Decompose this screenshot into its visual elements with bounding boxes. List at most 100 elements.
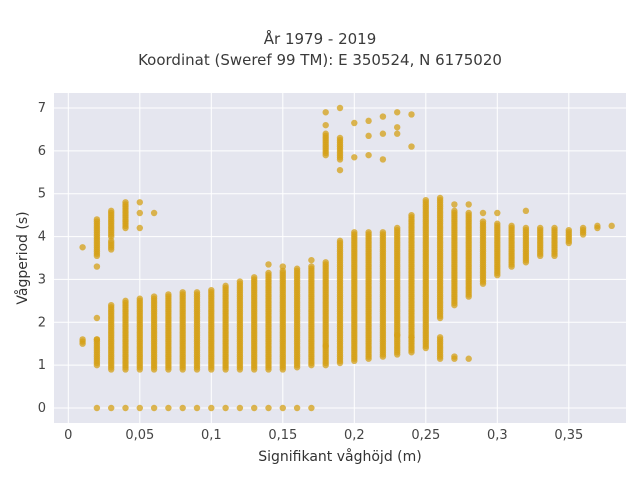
data-point: [165, 291, 172, 298]
x-tick-label: 0,1: [201, 428, 222, 443]
y-tick-label: 6: [38, 144, 46, 159]
data-point: [208, 404, 215, 412]
x-tick-label: 0: [64, 428, 72, 443]
data-point: [608, 222, 615, 230]
data-point: [308, 263, 315, 270]
data-point: [265, 404, 272, 412]
data-point: [351, 119, 358, 127]
data-point: [465, 209, 472, 217]
x-tick-label: 0,3: [487, 428, 508, 443]
data-point: [351, 229, 358, 236]
data-point: [208, 286, 215, 294]
data-point: [293, 404, 301, 412]
data-point: [465, 355, 472, 362]
data-point: [336, 134, 344, 142]
data-point: [565, 226, 572, 234]
data-point: [365, 117, 372, 125]
data-point: [222, 282, 229, 290]
data-point: [322, 121, 329, 129]
data-point: [579, 224, 587, 232]
data-point: [408, 143, 415, 150]
data-point: [479, 218, 487, 225]
chart-title-line-2: Koordinat (Sweref 99 TM): E 350524, N 61…: [138, 51, 502, 69]
data-point: [136, 224, 143, 232]
data-point: [93, 314, 101, 322]
y-tick-label: 5: [38, 187, 46, 202]
data-point: [394, 124, 401, 131]
y-tick-label: 0: [38, 401, 46, 416]
data-point: [451, 353, 458, 360]
data-point: [522, 207, 530, 215]
data-point: [122, 297, 129, 305]
data-point: [351, 154, 358, 161]
data-point: [122, 199, 129, 206]
data-point: [308, 404, 315, 412]
data-point: [537, 224, 544, 232]
data-point: [365, 151, 372, 159]
data-point: [394, 224, 401, 232]
data-point: [93, 263, 101, 270]
data-point: [436, 334, 444, 341]
data-point: [394, 109, 401, 116]
data-point: [379, 130, 387, 137]
data-point: [150, 209, 158, 217]
data-point: [522, 224, 530, 232]
data-point: [108, 301, 115, 309]
data-point: [394, 130, 401, 137]
y-tick-label: 4: [38, 230, 46, 245]
data-point: [265, 261, 272, 268]
data-point: [108, 207, 115, 215]
data-point: [150, 404, 158, 412]
data-point: [436, 194, 444, 202]
data-point: [251, 404, 258, 412]
data-point: [465, 201, 472, 208]
data-point: [322, 130, 329, 137]
data-point: [379, 229, 387, 236]
data-point: [322, 109, 329, 116]
data-point: [494, 209, 501, 217]
data-point: [279, 404, 286, 412]
data-point: [79, 336, 86, 343]
data-point: [150, 293, 158, 300]
data-point: [136, 404, 143, 412]
data-point: [79, 244, 86, 251]
data-point: [136, 295, 143, 302]
data-point: [122, 404, 129, 412]
data-point: [179, 289, 186, 296]
data-point: [165, 404, 172, 412]
data-point: [451, 207, 458, 215]
data-point: [336, 237, 344, 245]
x-tick-label: 0,35: [554, 428, 583, 443]
y-tick-label: 2: [38, 315, 46, 330]
data-point: [322, 259, 329, 266]
data-point: [408, 111, 415, 118]
y-tick-label: 3: [38, 272, 46, 287]
data-point: [551, 224, 558, 232]
data-point: [308, 256, 315, 264]
data-point: [279, 263, 286, 270]
data-point: [236, 404, 244, 412]
x-tick-label: 0,25: [411, 428, 440, 443]
y-axis-title: Vågperiod (s): [14, 211, 31, 304]
data-point: [394, 331, 401, 339]
data-point: [93, 216, 101, 223]
data-point: [222, 404, 229, 412]
data-point: [336, 104, 344, 112]
data-point: [293, 265, 301, 272]
data-point: [408, 334, 415, 341]
chart-title-line-1: År 1979 - 2019: [263, 30, 377, 48]
data-point: [451, 201, 458, 208]
data-point: [408, 211, 415, 219]
data-point: [336, 166, 344, 174]
x-tick-label: 0,15: [268, 428, 297, 443]
data-point: [136, 209, 143, 217]
data-point: [193, 289, 201, 296]
x-axis-title: Signifikant våghöjd (m): [258, 448, 421, 465]
data-point: [365, 229, 372, 236]
data-point: [365, 132, 372, 140]
data-point: [251, 274, 258, 281]
data-point: [551, 252, 558, 260]
data-point: [93, 336, 101, 343]
